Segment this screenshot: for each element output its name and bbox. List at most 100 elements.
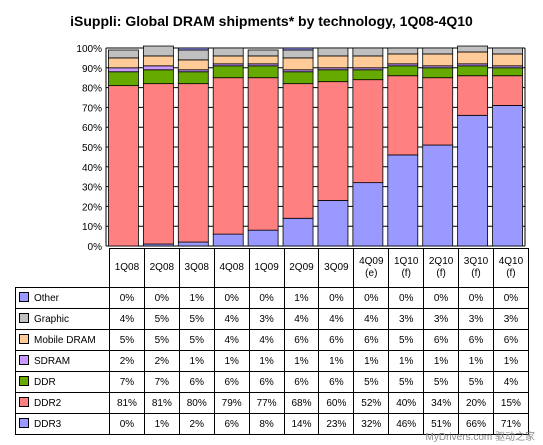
data-cell: 0% <box>388 287 425 309</box>
bar-segment-ddr <box>317 69 349 83</box>
bar-segment-mobile-dram <box>247 55 279 65</box>
data-cell: 1% <box>492 350 529 372</box>
data-cell: 7% <box>109 371 145 393</box>
category-label: 1Q08 <box>109 248 145 288</box>
bar-segment-ddr3 <box>177 241 209 247</box>
data-cell: 1% <box>178 350 215 372</box>
bar-segment-ddr <box>352 69 384 81</box>
data-cell: 3% <box>248 308 285 330</box>
bar-segment-ddr <box>387 65 419 77</box>
data-cell: 0% <box>492 287 529 309</box>
data-cell: 6% <box>318 371 355 393</box>
bar-segment-ddr2 <box>247 77 279 231</box>
bar-segment-ddr2 <box>282 83 314 219</box>
data-cell: 20% <box>458 392 494 414</box>
bar-segment-ddr <box>457 65 489 77</box>
data-cell: 5% <box>388 329 425 351</box>
category-label: 4Q10 (f) <box>492 248 529 288</box>
y-tick-label: 60% <box>82 123 102 134</box>
category-label: 1Q10 (f) <box>388 248 425 288</box>
data-cell: 6% <box>283 371 320 393</box>
category-label: 4Q09 (e) <box>353 248 390 288</box>
data-cell: 79% <box>213 392 250 414</box>
bar-segment-mobile-dram <box>108 57 139 69</box>
category-label: 2Q08 <box>143 248 180 288</box>
bar-segment-ddr3 <box>352 182 384 247</box>
bar-segment-graphic <box>247 49 279 57</box>
data-cell: 5% <box>423 371 460 393</box>
bar-segment-ddr2 <box>422 77 454 146</box>
data-cell: 6% <box>248 371 285 393</box>
chart-title: iSuppli: Global DRAM shipments* by techn… <box>70 13 473 29</box>
bar-segment-graphic <box>387 47 419 55</box>
bar-segment-mobile-dram <box>282 57 314 71</box>
table-header-row: 1Q08 2Q08 3Q08 4Q08 1Q09 2Q09 3Q09 4Q09 (e) 1Q10(… <box>16 248 529 288</box>
bar-segment-mobile-dram <box>142 55 174 67</box>
legend-entry: DDR3 <box>15 413 110 435</box>
bar-segment-ddr <box>177 71 209 85</box>
legend-swatch <box>19 313 29 323</box>
y-tick-label: 90% <box>82 64 102 75</box>
category-label: 1Q09 <box>248 248 285 288</box>
series-name: SDRAM <box>34 356 71 367</box>
data-cell: 46% <box>388 413 425 435</box>
category-label: 3Q08 <box>178 248 215 288</box>
y-tick-label: 0% <box>88 242 103 250</box>
data-cell: 34% <box>423 392 460 414</box>
bar-segment-ddr3 <box>247 229 279 247</box>
legend-entry: SDRAM <box>15 350 110 372</box>
bar-segment-graphic <box>282 49 314 59</box>
data-cell: 15% <box>492 392 529 414</box>
data-cell: 6% <box>423 329 460 351</box>
bar-segment-graphic <box>212 47 244 57</box>
data-cell: 3% <box>423 308 460 330</box>
data-cell: 5% <box>388 371 425 393</box>
bar-segment-graphic <box>317 47 349 57</box>
legend-entry: Other <box>15 287 110 309</box>
gridlines <box>106 47 525 247</box>
bar-segment-ddr <box>212 65 244 79</box>
data-cell: 1% <box>353 350 390 372</box>
data-cell: 14% <box>283 413 320 435</box>
bar-segment-graphic <box>422 47 454 55</box>
bar-segment-graphic <box>352 47 384 57</box>
bar-segment-ddr <box>108 71 139 87</box>
y-tick-label: 100% <box>76 44 102 55</box>
data-cell: 4% <box>283 308 320 330</box>
bar-segment-ddr2 <box>352 79 384 184</box>
data-cell: 5% <box>109 329 145 351</box>
y-tick-label: 80% <box>82 84 102 95</box>
bar-segment-ddr2 <box>387 75 419 156</box>
legend-swatch <box>19 334 29 344</box>
data-cell: 1% <box>143 413 180 435</box>
y-tick-label: 70% <box>82 103 102 114</box>
data-cell: 3% <box>458 308 494 330</box>
data-cell: 0% <box>248 287 285 309</box>
series-name: DDR2 <box>34 398 62 409</box>
data-cell: 0% <box>423 287 460 309</box>
data-cell: 0% <box>213 287 250 309</box>
data-cell: 1% <box>423 350 460 372</box>
data-cell: 0% <box>143 287 180 309</box>
stacked-bar-chart: 0% 10% 20% 30% 40% 50% 60% 70% 80% 90% 100% <box>76 44 526 250</box>
data-cell: 77% <box>248 392 285 414</box>
data-cell: 6% <box>178 371 215 393</box>
series-name: Mobile DRAM <box>34 335 96 346</box>
series-name: DDR3 <box>34 419 62 430</box>
data-cell: 4% <box>213 329 250 351</box>
data-cell: 6% <box>213 371 250 393</box>
y-tick-label: 50% <box>82 143 102 154</box>
legend-swatch <box>19 418 29 428</box>
data-cell: 0% <box>458 287 494 309</box>
legend-swatch <box>19 376 29 386</box>
table-row: DDR3 0% 1% 2% 6% 8% 14% 23% 32% 46% 51% 66% 71% <box>15 413 529 435</box>
bar-segment-ddr <box>247 65 279 79</box>
bar-segment-ddr2 <box>492 75 523 106</box>
bar-segment-ddr3 <box>457 114 489 247</box>
data-cell: 1% <box>283 287 320 309</box>
bar-segment-graphic <box>457 45 489 53</box>
table-row: DDR2 81% 81% 80% 79% 77% 68% 60% 52% 40% 34% 20% 15% <box>15 392 529 414</box>
bar-segment-graphic <box>492 47 523 55</box>
legend-swatch <box>19 292 29 302</box>
data-cell: 2% <box>178 413 215 435</box>
